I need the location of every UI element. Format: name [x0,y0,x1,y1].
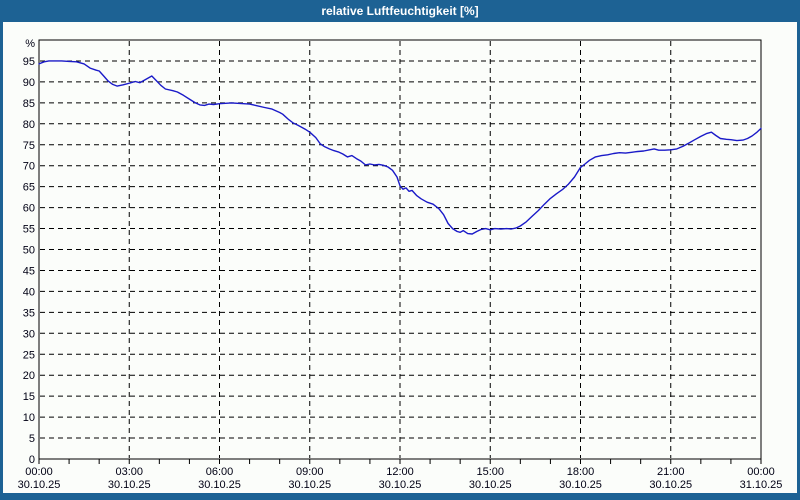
y-tick-label: 60 [23,203,35,215]
x-tick-label-time: 00:00 [25,466,53,478]
y-tick-label: 5 [29,433,35,445]
x-tick-label-date: 30.10.25 [198,479,241,491]
x-tick-label-time: 21:00 [657,466,685,478]
x-tick-label-time: 18:00 [567,466,595,478]
y-tick-label: 55 [23,224,35,236]
y-axis-unit-label: % [25,38,35,50]
y-tick-label: 0 [29,454,35,466]
x-tick-label-date: 30.10.25 [559,479,602,491]
y-tick-label: 80 [23,119,35,131]
x-tick-label-date: 30.10.25 [649,479,692,491]
y-tick-label: 95 [23,56,35,68]
humidity-line [38,60,762,235]
x-tick-label-time: 12:00 [386,466,414,478]
y-tick-label: 75 [23,140,35,152]
y-tick-label: 50 [23,245,35,257]
x-tick-label-date: 30.10.25 [18,479,61,491]
x-tick-label-time: 15:00 [476,466,504,478]
y-tick-label: 30 [23,328,35,340]
y-tick-label: 10 [23,412,35,424]
x-tick-label-date: 30.10.25 [379,479,422,491]
plot-border [38,39,762,460]
y-tick-label: 40 [23,286,35,298]
y-tick-label: 70 [23,161,35,173]
y-tick-label: 45 [23,265,35,277]
x-tick-label-date: 30.10.25 [108,479,151,491]
window-title: relative Luftfeuchtigkeit [%] [321,4,479,18]
y-tick-label: 20 [23,370,35,382]
x-tick-label-time: 06:00 [206,466,234,478]
x-tick-label-date: 31.10.25 [740,479,783,491]
title-bar: relative Luftfeuchtigkeit [%] [0,0,800,22]
x-tick-label-time: 03:00 [115,466,143,478]
x-tick-label-date: 30.10.25 [469,479,512,491]
y-tick-label: 65 [23,182,35,194]
y-tick-label: 90 [23,77,35,89]
x-tick-label-date: 30.10.25 [288,479,331,491]
x-tick-label-time: 00:00 [747,466,775,478]
y-tick-label: 15 [23,391,35,403]
y-tick-label: 25 [23,349,35,361]
x-tick-label-time: 09:00 [296,466,324,478]
y-tick-label: 85 [23,98,35,110]
y-tick-label: 35 [23,307,35,319]
